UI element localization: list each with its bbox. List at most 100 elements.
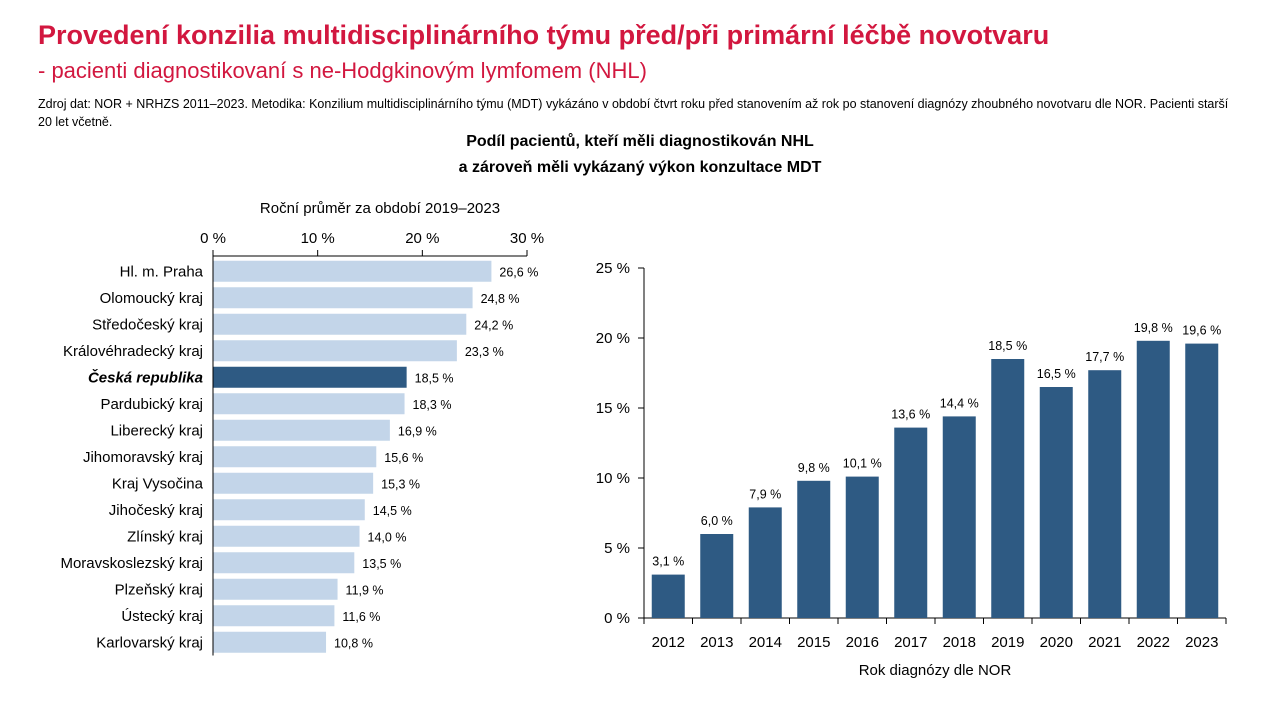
data-label: 19,8 % [1134, 321, 1173, 335]
data-label: 14,4 % [940, 396, 979, 410]
data-label: 10,1 % [843, 457, 882, 471]
data-label: 16,5 % [1037, 367, 1076, 381]
data-label: 17,7 % [1085, 350, 1124, 364]
chart-title-line2: a zároveň měli vykázaný výkon konzultace… [458, 159, 822, 176]
data-label: 11,6 % [342, 610, 380, 624]
data-label: 7,9 % [749, 487, 781, 501]
x-tick-label: 2014 [749, 634, 782, 651]
bar [213, 340, 457, 362]
data-label: 3,1 % [652, 555, 684, 569]
bar [213, 552, 355, 574]
category-label: Liberecký kraj [110, 422, 203, 439]
bar [1185, 343, 1219, 618]
data-label: 14,0 % [368, 530, 407, 544]
x-tick-label: 30 % [510, 230, 544, 247]
bar [213, 631, 327, 653]
y-tick-label: 25 % [596, 260, 630, 277]
bar [651, 574, 685, 618]
bar [797, 480, 831, 618]
x-tick-label: 20 % [405, 230, 439, 247]
bar [213, 260, 492, 282]
category-label: Zlínský kraj [127, 528, 203, 545]
y-tick-label: 10 % [596, 470, 630, 487]
data-label: 15,3 % [381, 477, 420, 491]
data-label: 18,5 % [415, 371, 454, 385]
x-tick-label: 2013 [700, 634, 733, 651]
x-tick-label: 2022 [1137, 634, 1170, 651]
category-label: Kraj Vysočina [112, 475, 204, 492]
data-label: 24,8 % [481, 292, 520, 306]
category-label: Jihočeský kraj [109, 502, 203, 519]
bar [213, 393, 405, 415]
data-label: 13,5 % [362, 557, 401, 571]
bar [213, 419, 390, 441]
x-tick-label: 10 % [301, 230, 335, 247]
source-note: Zdroj dat: NOR + NRHZS 2011–2023. Metodi… [38, 97, 1229, 129]
bar [1088, 370, 1122, 618]
bar [942, 416, 976, 618]
data-label: 15,6 % [384, 451, 423, 465]
y-tick-label: 5 % [604, 540, 630, 557]
bar [1039, 387, 1073, 618]
data-label: 13,6 % [891, 408, 930, 422]
category-label: Plzeňský kraj [115, 581, 203, 598]
bar [700, 534, 734, 618]
data-label: 10,8 % [334, 636, 373, 650]
x-tick-label: 2012 [652, 634, 685, 651]
data-label: 26,6 % [499, 265, 538, 279]
x-axis-title: Rok diagnózy dle NOR [859, 662, 1012, 679]
data-label: 23,3 % [465, 345, 504, 359]
x-tick-label: 2015 [797, 634, 830, 651]
y-tick-label: 0 % [604, 610, 630, 627]
x-tick-label: 2018 [943, 634, 976, 651]
bar [213, 313, 467, 335]
category-label: Středočeský kraj [92, 316, 203, 333]
page-subtitle: - pacienti diagnostikovaní s ne-Hodgkino… [38, 58, 647, 83]
category-label: Ústecký kraj [121, 608, 203, 625]
x-tick-label: 2017 [894, 634, 927, 651]
x-tick-label: 0 % [200, 230, 226, 247]
data-label: 19,6 % [1182, 324, 1221, 338]
bar [213, 578, 338, 600]
category-label: Královéhradecký kraj [63, 343, 203, 360]
y-tick-label: 20 % [596, 330, 630, 347]
bar [213, 499, 365, 521]
category-label: Karlovarský kraj [96, 634, 203, 651]
bar [213, 287, 473, 309]
bar [213, 366, 407, 388]
chart-title-line1: Podíl pacientů, kteří měli diagnostiková… [466, 133, 814, 150]
regional-bar-chart: Roční průměr za období 2019–2023 0 % 10 % 2… [60, 200, 544, 656]
category-label: Olomoucký kraj [100, 290, 203, 307]
x-tick-label: 2021 [1088, 634, 1121, 651]
x-tick-label: 2023 [1185, 634, 1218, 651]
x-tick-label: 2016 [846, 634, 879, 651]
category-label: Hl. m. Praha [120, 263, 204, 280]
data-label: 16,9 % [398, 424, 437, 438]
category-label: Jihomoravský kraj [83, 449, 203, 466]
y-tick-label: 15 % [596, 400, 630, 417]
data-label: 9,8 % [798, 461, 830, 475]
bar [213, 446, 377, 468]
bar [894, 427, 928, 618]
x-tick-label: 2020 [1040, 634, 1073, 651]
category-label: Česká republika [88, 368, 203, 386]
bar [748, 507, 782, 618]
data-label: 24,2 % [474, 318, 513, 332]
yearly-bar-chart: 0 % 5 % 10 % 15 % 20 % 25 % 3,1 % 2012 6,0 % 2013… [596, 260, 1227, 679]
x-tick-label: 2019 [991, 634, 1024, 651]
left-chart-title: Roční průměr za období 2019–2023 [260, 200, 500, 217]
bar [1136, 340, 1170, 618]
category-label: Pardubický kraj [100, 396, 203, 413]
category-label: Moravskoslezský kraj [60, 555, 203, 572]
data-label: 11,9 % [346, 583, 384, 597]
data-label: 6,0 % [701, 514, 733, 528]
data-label: 18,5 % [988, 339, 1027, 353]
bar [213, 472, 374, 494]
page-title: Provedení konzilia multidisciplinárního … [38, 20, 1050, 50]
data-label: 14,5 % [373, 504, 412, 518]
bar [845, 476, 879, 618]
bar [991, 359, 1025, 618]
bar [213, 525, 360, 547]
data-label: 18,3 % [413, 398, 452, 412]
bar [213, 605, 335, 627]
